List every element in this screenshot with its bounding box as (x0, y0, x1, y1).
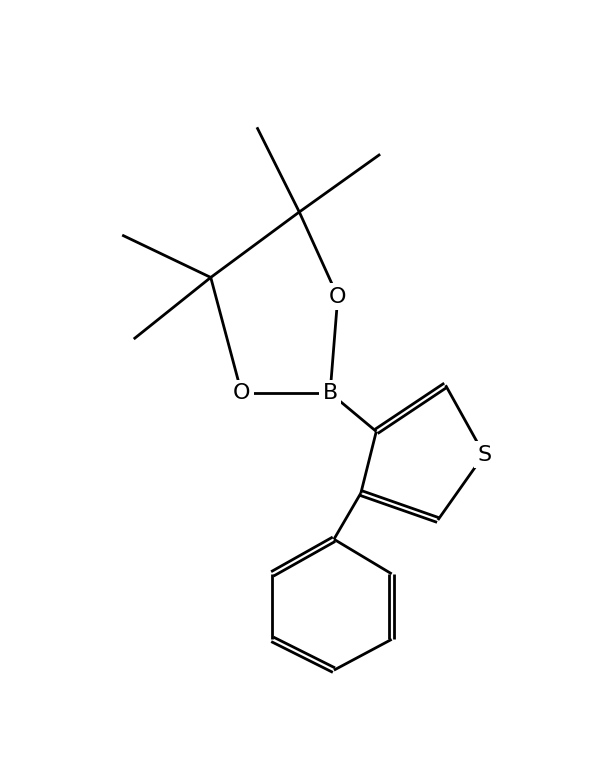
Text: O: O (233, 383, 250, 403)
Text: O: O (329, 286, 346, 306)
Text: S: S (477, 445, 491, 465)
Text: B: B (322, 383, 338, 403)
